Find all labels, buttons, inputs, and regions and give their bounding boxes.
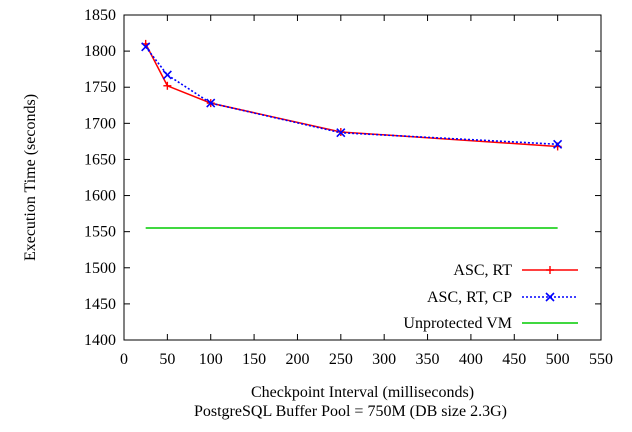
x-tick-label: 50	[159, 351, 175, 368]
x-tick-label: 500	[546, 351, 570, 368]
x-tick-label: 350	[416, 351, 440, 368]
series-line	[145, 46, 558, 146]
legend-entry: ASC, RT, CP	[427, 289, 578, 306]
series-line	[145, 43, 558, 148]
axis-ticks: 0 50 100 150 200 250 300 350 400 450 500 550 1400 145…	[84, 7, 613, 368]
data-point	[206, 98, 216, 108]
y-tick-label: 1800	[84, 43, 116, 60]
legend-marker	[546, 266, 554, 274]
x-tick-label: 0	[120, 351, 128, 368]
legend-entry: ASC, RT	[453, 262, 578, 279]
y-tick-label: 1400	[84, 332, 116, 349]
data-point	[553, 139, 563, 149]
x-tick-label: 300	[372, 351, 396, 368]
x-tick-label: 200	[285, 351, 309, 368]
data-point	[162, 70, 172, 80]
series-1	[141, 39, 562, 151]
y-axis-title: Execution Time (seconds)	[22, 94, 39, 261]
y-tick-label: 1550	[84, 224, 116, 241]
data-point	[336, 128, 346, 138]
x-tick-label: 400	[459, 351, 483, 368]
series-layer	[141, 39, 563, 229]
legend-label: ASC, RT, CP	[427, 289, 512, 306]
y-tick-label: 1850	[84, 7, 116, 24]
data-point	[163, 81, 172, 90]
y-tick-label: 1650	[84, 151, 116, 168]
legend-marker	[545, 292, 555, 302]
data-point	[141, 42, 151, 52]
y-tick-label: 1750	[84, 79, 116, 96]
x-axis-title: Checkpoint Interval (milliseconds)	[251, 384, 474, 401]
y-tick-label: 1450	[84, 296, 116, 313]
series-2	[141, 42, 563, 149]
legend-entry: Unprotected VM	[403, 315, 578, 332]
y-tick-label: 1500	[84, 260, 116, 277]
chart-subtitle: PostgreSQL Buffer Pool = 750M (DB size 2…	[194, 403, 507, 420]
y-tick-label: 1600	[84, 188, 116, 205]
plot-frame	[123, 14, 602, 341]
y-tick-label: 1700	[84, 115, 116, 132]
legend-label: ASC, RT	[453, 262, 512, 279]
x-tick-label: 150	[242, 351, 266, 368]
legend: ASC, RT ASC, RT, CP Unprotected VM	[403, 262, 578, 332]
x-tick-label: 250	[329, 351, 353, 368]
legend-label: Unprotected VM	[403, 315, 512, 332]
x-tick-label: 450	[502, 351, 526, 368]
x-tick-label: 100	[199, 351, 223, 368]
x-tick-label: 550	[589, 351, 613, 368]
